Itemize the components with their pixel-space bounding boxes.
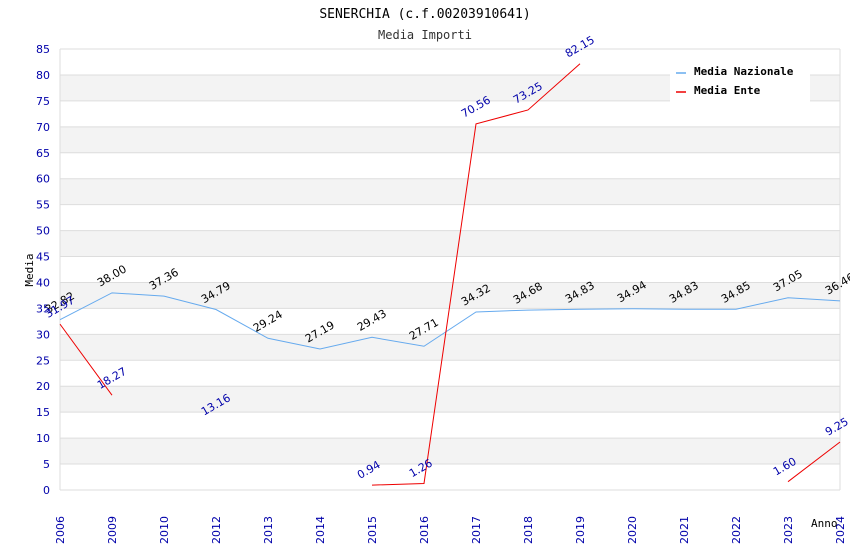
grid-band <box>60 386 840 413</box>
series-line-ente <box>371 63 581 486</box>
x-tick-label: 2019 <box>574 516 587 544</box>
y-axis-ticks: 0 5 10 15 20 25 30 35 40 45 50 55 60 65 70 75 80 85 <box>36 43 50 497</box>
x-tick-label: 2022 <box>730 516 743 544</box>
y-tick-label: 10 <box>36 432 50 445</box>
y-tick-label: 60 <box>36 173 50 186</box>
x-tick-label: 2021 <box>678 516 691 544</box>
y-tick-label: 0 <box>43 484 50 497</box>
chart-title: SENERCHIA (c.f.00203910641) <box>319 7 530 22</box>
x-tick-label: 2015 <box>366 516 379 544</box>
y-tick-label: 70 <box>36 121 50 134</box>
y-tick-label: 30 <box>36 328 50 341</box>
y-tick-label: 75 <box>36 95 50 108</box>
x-tick-label: 2024 <box>834 516 847 544</box>
y-tick-label: 80 <box>36 69 50 82</box>
y-tick-label: 25 <box>36 354 50 367</box>
data-label-nazionale: 29.43 <box>355 307 389 334</box>
grid-lines <box>59 48 841 491</box>
x-tick-label: 2006 <box>54 516 67 544</box>
x-tick-label: 2013 <box>262 516 275 544</box>
data-label-nazionale: 29.24 <box>251 308 285 335</box>
x-axis-ticks: 2006 2009 2010 2012 2013 2014 2015 2016 2017 2018… <box>54 516 847 544</box>
x-tick-label: 2023 <box>782 516 795 544</box>
series-line-ente <box>59 323 113 396</box>
x-axis-label: Anno <box>811 517 838 530</box>
y-tick-label: 5 <box>43 458 50 471</box>
series-lines <box>59 63 841 486</box>
x-tick-label: 2018 <box>522 516 535 544</box>
legend-box <box>670 60 810 102</box>
x-tick-label: 2010 <box>158 516 171 544</box>
data-label-ente: 82.15 <box>563 33 597 60</box>
x-tick-label: 2014 <box>314 516 327 544</box>
data-label-ente: 9.25 <box>823 415 850 439</box>
grid-band <box>60 126 840 153</box>
legend: Media Nazionale Media Ente <box>670 60 810 102</box>
y-tick-label: 50 <box>36 225 50 238</box>
series-line-nazionale <box>59 292 841 350</box>
y-tick-label: 45 <box>36 251 50 264</box>
y-tick-label: 15 <box>36 406 50 419</box>
y-tick-label: 55 <box>36 199 50 212</box>
x-tick-label: 2020 <box>626 516 639 544</box>
legend-entry-nazionale: Media Nazionale <box>694 65 794 78</box>
x-tick-label: 2012 <box>210 516 223 544</box>
grid-band <box>60 230 840 257</box>
data-label-nazionale: 36.46 <box>823 270 850 297</box>
x-tick-label: 2016 <box>418 516 431 544</box>
y-tick-label: 20 <box>36 380 50 393</box>
y-tick-label: 35 <box>36 302 50 315</box>
legend-entry-ente: Media Ente <box>694 84 761 97</box>
grid-band <box>60 334 840 361</box>
series-line-ente <box>787 441 841 483</box>
grid-band <box>60 178 840 205</box>
y-tick-label: 65 <box>36 147 50 160</box>
y-tick-label: 40 <box>36 276 50 289</box>
grid-band <box>60 438 840 465</box>
chart-subtitle: Media Importi <box>378 28 472 42</box>
grid-bands <box>60 74 840 465</box>
x-tick-label: 2009 <box>106 516 119 544</box>
x-tick-label: 2017 <box>470 516 483 544</box>
y-axis-label: Media <box>23 253 36 286</box>
y-tick-label: 85 <box>36 43 50 56</box>
